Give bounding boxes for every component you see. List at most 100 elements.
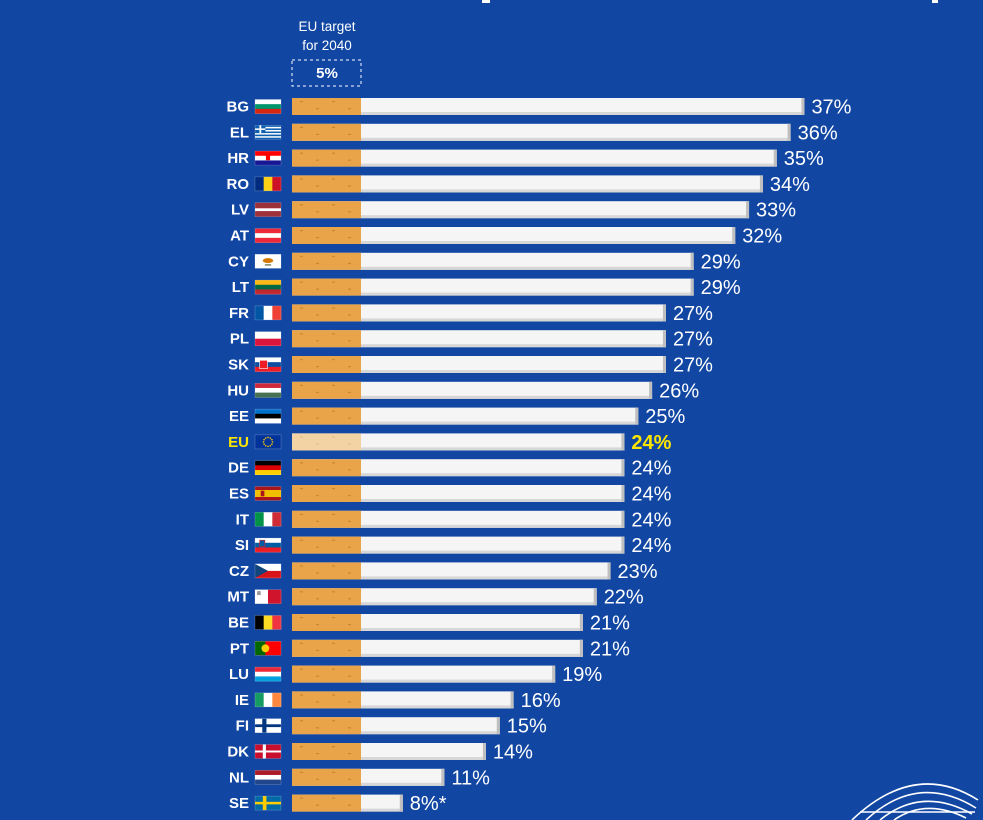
bar-shade	[361, 757, 486, 760]
filter-speckle	[348, 753, 351, 755]
filter-speckle	[348, 598, 351, 600]
bar	[292, 381, 653, 399]
bar-filter	[292, 98, 361, 115]
flag-cy-icon	[254, 254, 282, 269]
flag-ro-icon	[254, 176, 282, 192]
bar-row-ee: EE 25%	[229, 406, 686, 428]
filter-speckle	[300, 152, 303, 154]
bar-filter	[292, 123, 361, 141]
value-label: 24%	[631, 432, 671, 454]
filter-speckle	[316, 495, 319, 497]
filter-speckle	[300, 230, 303, 232]
bar-shade	[361, 731, 500, 735]
bar-tip	[621, 536, 625, 554]
bar-tip	[621, 459, 625, 477]
filter-speckle	[316, 417, 319, 419]
filter-speckle	[316, 701, 319, 703]
value-label: 29%	[701, 251, 741, 273]
bar	[292, 562, 611, 580]
flag-si-icon	[254, 537, 282, 553]
filter-speckle	[300, 255, 303, 257]
bar	[292, 536, 625, 554]
bar-tip	[441, 768, 445, 786]
filter-speckle	[348, 804, 351, 806]
bar-filter	[292, 304, 361, 322]
bar-shade	[361, 318, 666, 322]
filter-speckle	[332, 436, 335, 438]
bar-shade	[361, 112, 805, 115]
filter-speckle	[348, 495, 351, 497]
filter-speckle	[300, 178, 303, 180]
bar-shade	[361, 499, 625, 502]
bar-row-lt: LT 29%	[232, 277, 741, 299]
bar	[292, 407, 639, 425]
value-label: 29%	[701, 277, 741, 299]
filter-speckle	[332, 720, 335, 722]
value-label: 24%	[631, 484, 671, 506]
bar-tip	[746, 201, 750, 219]
filter-speckle	[300, 642, 303, 644]
flag-pl-icon	[254, 331, 282, 346]
bar-filter	[292, 175, 361, 193]
flag-el-icon	[254, 125, 282, 140]
bar-tip	[773, 149, 777, 167]
bar	[292, 175, 763, 193]
bar	[292, 356, 666, 373]
bar-filter	[292, 356, 361, 373]
country-label: PT	[230, 640, 249, 657]
filter-speckle	[332, 152, 335, 154]
filter-speckle	[316, 108, 319, 110]
bar-filter	[292, 768, 361, 786]
filter-speckle	[348, 469, 351, 471]
bar-filter	[292, 227, 361, 244]
filter-speckle	[348, 701, 351, 703]
flag-dk-icon	[254, 744, 282, 759]
country-label: EL	[230, 124, 249, 141]
bar-tip	[552, 665, 556, 683]
bar-tip	[690, 278, 694, 296]
country-label: SE	[229, 795, 249, 812]
bar	[292, 201, 750, 219]
filter-speckle	[316, 778, 319, 780]
filter-speckle	[316, 262, 319, 264]
filter-speckle	[332, 668, 335, 670]
flag-sk-icon	[254, 357, 282, 372]
bar-shade	[361, 808, 403, 812]
filter-speckle	[300, 488, 303, 490]
target-value: 5%	[316, 65, 338, 82]
bar-filter	[292, 510, 361, 528]
filter-speckle	[332, 384, 335, 386]
filter-speckle	[300, 797, 303, 799]
filter-speckle	[316, 159, 319, 161]
country-label: DE	[228, 460, 249, 477]
bar-shade	[361, 679, 556, 683]
value-label: 14%	[493, 742, 533, 764]
filter-speckle	[348, 211, 351, 213]
filter-speckle	[332, 410, 335, 412]
filter-speckle	[300, 539, 303, 541]
value-label: 35%	[784, 148, 824, 170]
bar-shade	[361, 782, 445, 786]
bar-filter	[292, 743, 361, 760]
value-label: 25%	[645, 406, 685, 428]
bar-row-hu: HU 26%	[227, 380, 699, 402]
filter-speckle	[300, 771, 303, 773]
bar-tip	[579, 639, 583, 657]
bar-row-se: SE 8%*	[229, 793, 447, 815]
country-label: SK	[228, 357, 249, 374]
bar	[292, 330, 666, 348]
filter-speckle	[316, 391, 319, 393]
bar-row-dk: DK 14%	[227, 742, 533, 764]
filter-speckle	[300, 359, 303, 361]
bar-shade	[361, 576, 611, 580]
bar-filter	[292, 201, 361, 219]
flag-ee-icon	[254, 408, 282, 424]
value-label: 24%	[631, 535, 671, 557]
eu-target-header: EU target for 2040 5%	[291, 19, 362, 87]
bar	[292, 639, 583, 657]
bar-filter	[292, 407, 361, 425]
bar-tip	[482, 743, 486, 760]
flag-pt-icon	[254, 641, 282, 656]
filter-speckle	[332, 230, 335, 232]
bar-filter	[292, 459, 361, 477]
